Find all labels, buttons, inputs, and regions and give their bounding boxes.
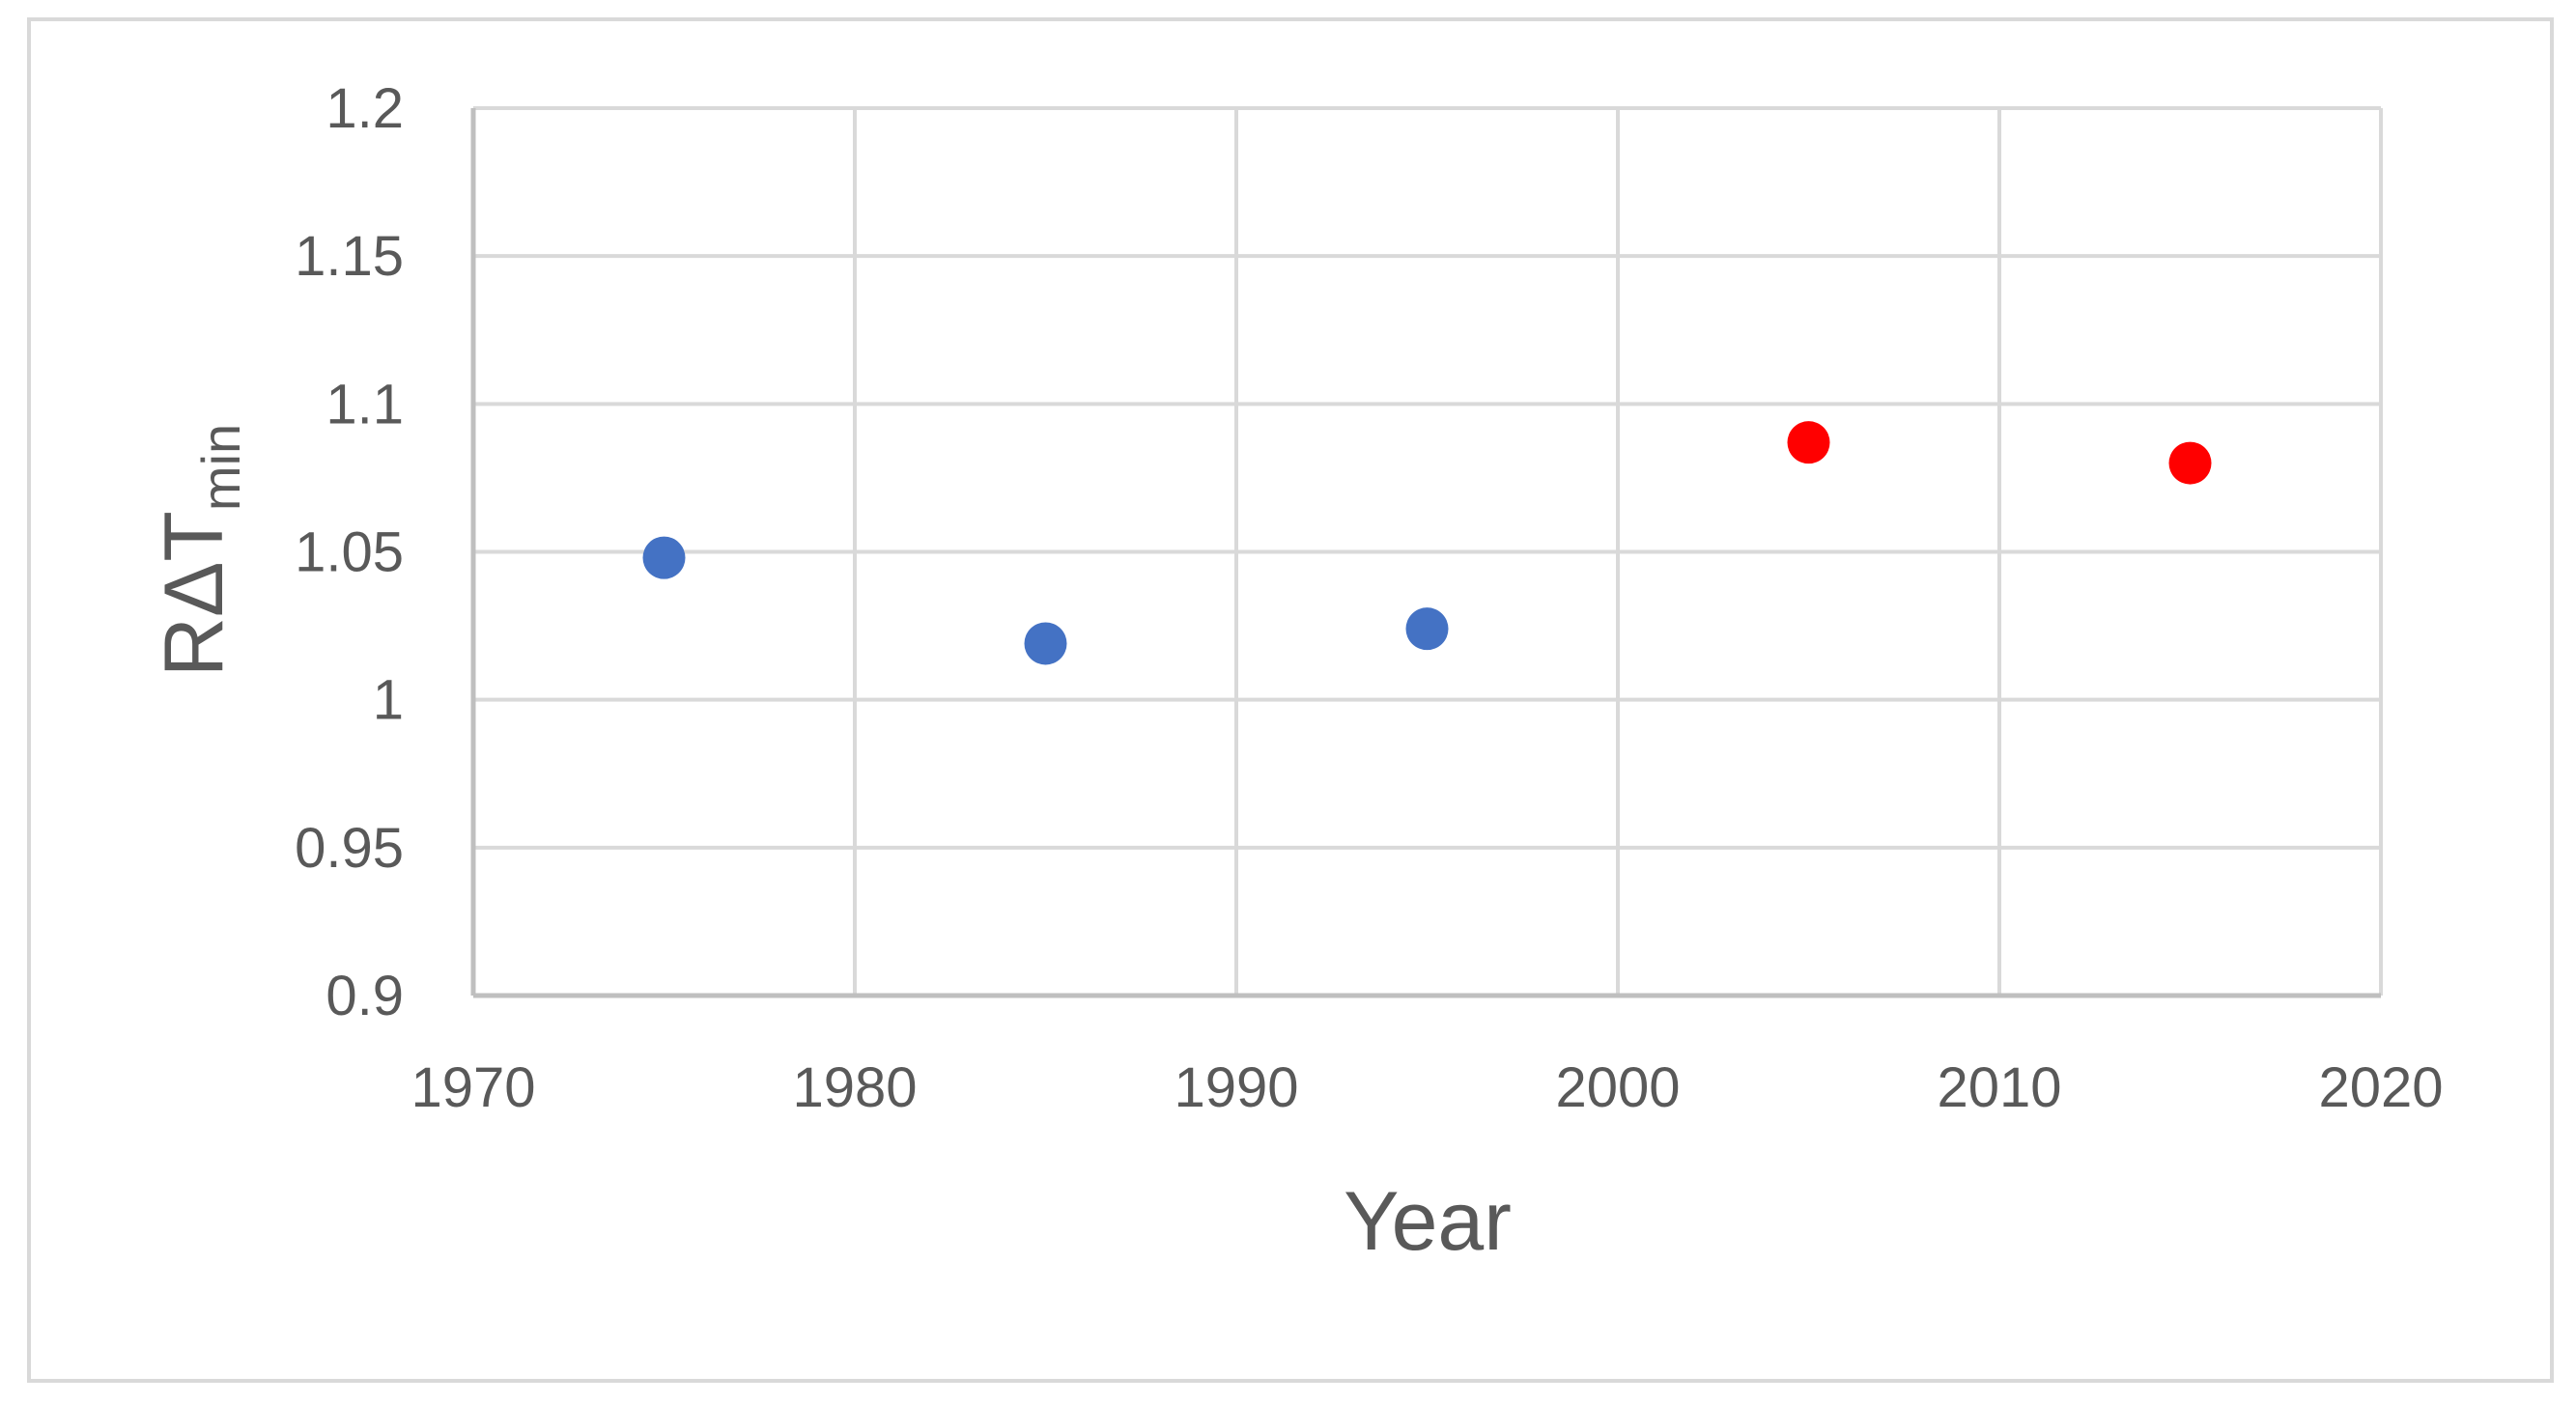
x-tick-label: 1980 bbox=[792, 1056, 917, 1119]
data-point bbox=[1787, 421, 1830, 464]
data-point bbox=[2168, 441, 2212, 485]
x-tick-labels: 1970 1980 1990 2000 2010 2020 bbox=[410, 1056, 2443, 1119]
x-tick-label: 1990 bbox=[1174, 1056, 1298, 1119]
y-tick-label: 1.15 bbox=[295, 225, 404, 288]
y-tick-labels: 0.9 0.95 1 1.05 1.1 1.15 1.2 bbox=[295, 77, 404, 1027]
x-axis-title: Year bbox=[1344, 1175, 1512, 1268]
y-axis-title: RΔTmin bbox=[148, 424, 251, 677]
data-point bbox=[1024, 622, 1067, 665]
x-tick-label: 1970 bbox=[410, 1056, 535, 1119]
x-tick-label: 2000 bbox=[1555, 1056, 1680, 1119]
y-axis-title-main: RΔT bbox=[148, 511, 241, 677]
x-tick-label: 2020 bbox=[2318, 1056, 2443, 1119]
data-points bbox=[642, 421, 2212, 665]
y-tick-label: 1.05 bbox=[295, 521, 404, 584]
y-tick-label: 1 bbox=[373, 669, 404, 732]
axes bbox=[470, 108, 2381, 998]
y-tick-label: 1.1 bbox=[326, 373, 404, 435]
data-point bbox=[642, 536, 686, 579]
y-tick-label: 0.95 bbox=[295, 817, 404, 880]
y-axis-title-subscript: min bbox=[190, 424, 251, 511]
y-tick-label: 1.2 bbox=[326, 77, 404, 140]
x-tick-label: 2010 bbox=[1937, 1056, 2061, 1119]
y-tick-label: 0.9 bbox=[326, 965, 404, 1027]
data-point bbox=[1405, 607, 1449, 651]
